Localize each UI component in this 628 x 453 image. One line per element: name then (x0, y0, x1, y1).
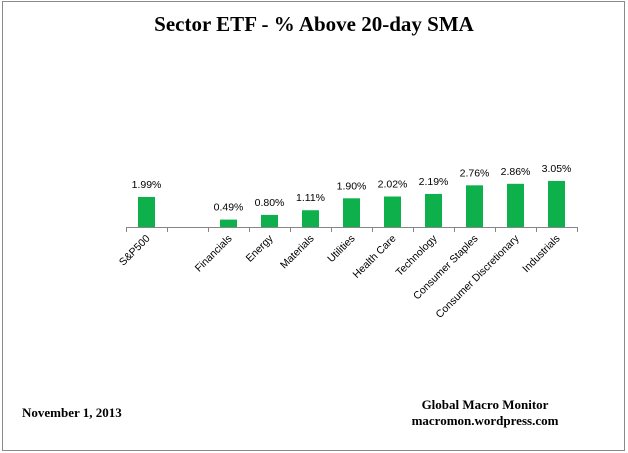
x-tick-label: Materials (278, 233, 317, 272)
x-tick-label: Health Care (351, 233, 399, 281)
source-name: Global Macro Monitor (421, 397, 549, 412)
data-label: 0.49% (214, 202, 244, 214)
x-tick-label: Energy (244, 232, 277, 265)
data-label: 2.02% (378, 178, 408, 190)
bar (384, 196, 401, 227)
date-label: November 1, 2013 (22, 405, 122, 420)
x-tick-label: Utilities (325, 233, 357, 265)
data-label: 2.86% (501, 166, 531, 178)
bar (302, 210, 319, 227)
data-label: 3.05% (542, 163, 572, 175)
bar (466, 185, 483, 227)
data-label: 1.11% (296, 192, 325, 204)
data-label: 0.80% (255, 197, 285, 209)
data-label: 2.76% (460, 167, 490, 179)
bar (220, 219, 237, 227)
data-label: 2.19% (419, 176, 449, 188)
bar (261, 214, 278, 227)
bar (507, 183, 524, 227)
bar (425, 193, 442, 227)
bar (548, 180, 565, 227)
source-credit: Global Macro Monitor macromon.wordpress.… (380, 397, 590, 429)
data-label: 1.99% (132, 179, 162, 191)
x-tick-label: Industrials (520, 233, 562, 275)
data-label: 1.90% (337, 180, 367, 192)
x-tick-label: Financials (193, 233, 235, 275)
chart-title: Sector ETF - % Above 20-day SMA (154, 12, 474, 36)
x-tick-label: Consumer Discretionary (433, 232, 522, 321)
bar (138, 196, 155, 227)
bar (343, 198, 360, 227)
x-tick-label: S&P500 (117, 233, 153, 269)
source-url: macromon.wordpress.com (411, 413, 559, 428)
